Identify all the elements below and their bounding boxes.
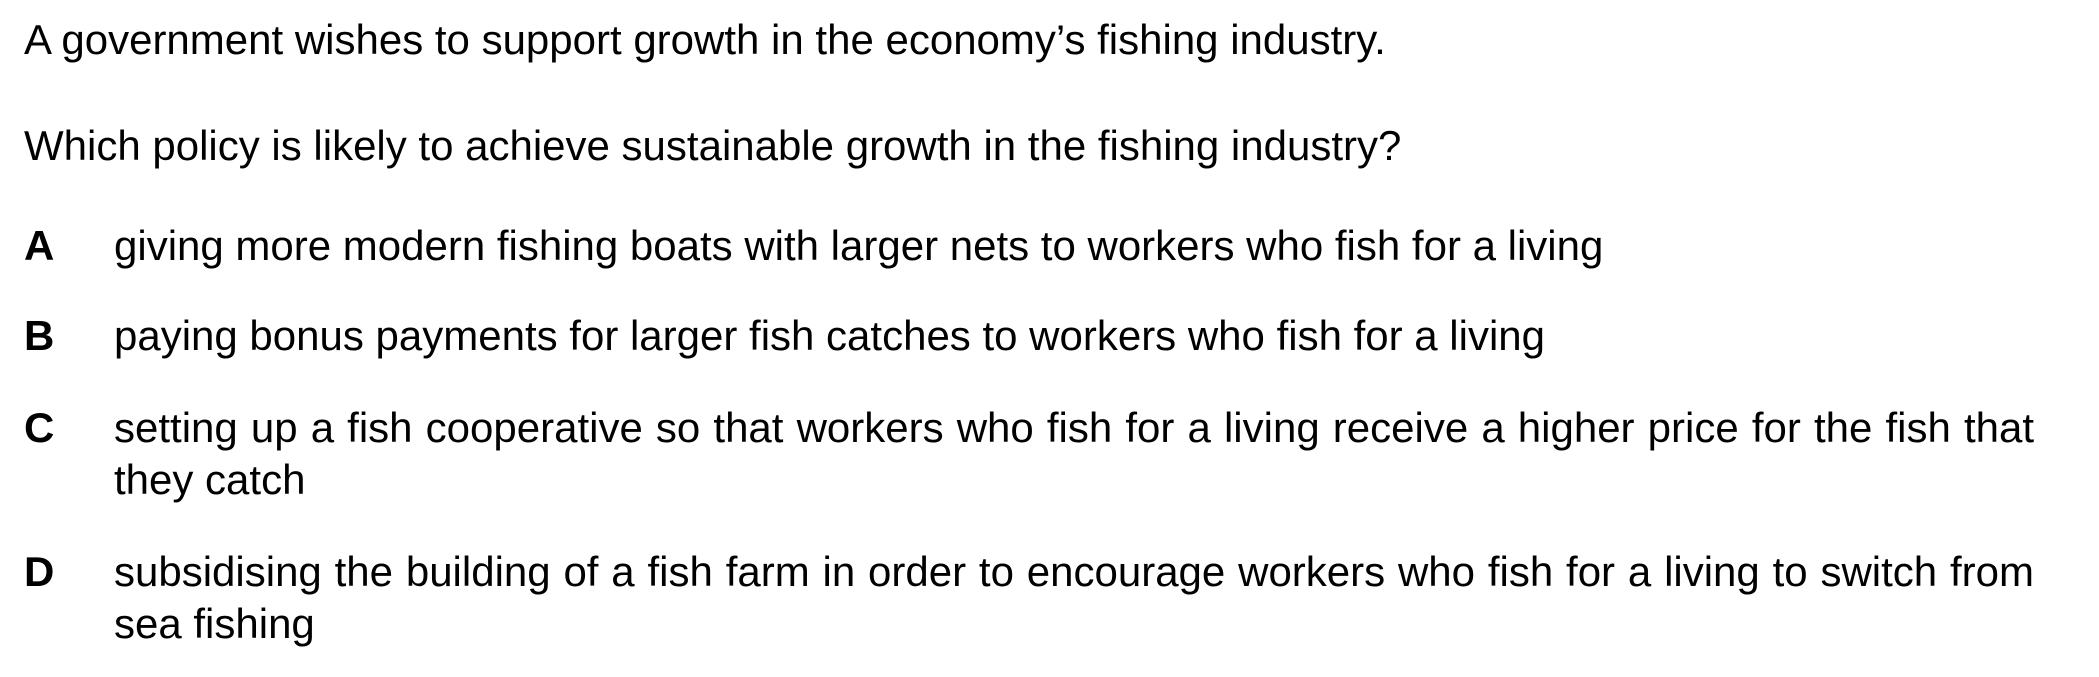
option-text-c: setting up a fish cooperative so that wo… xyxy=(114,404,2034,503)
option-text-b: paying bonus payments for larger fish ca… xyxy=(114,312,1546,359)
option-letter-c: C xyxy=(24,404,55,451)
option-letter-b: B xyxy=(24,312,55,359)
option-letter-d: D xyxy=(24,548,55,595)
question-context: A government wishes to support growth in… xyxy=(24,16,1386,63)
option-text-a: giving more modern fishing boats with la… xyxy=(114,222,1604,269)
option-letter-a: A xyxy=(24,222,55,269)
option-text-d: subsidising the building of a fish farm … xyxy=(114,548,2034,647)
question-prompt: Which policy is likely to achieve sustai… xyxy=(24,122,1402,169)
